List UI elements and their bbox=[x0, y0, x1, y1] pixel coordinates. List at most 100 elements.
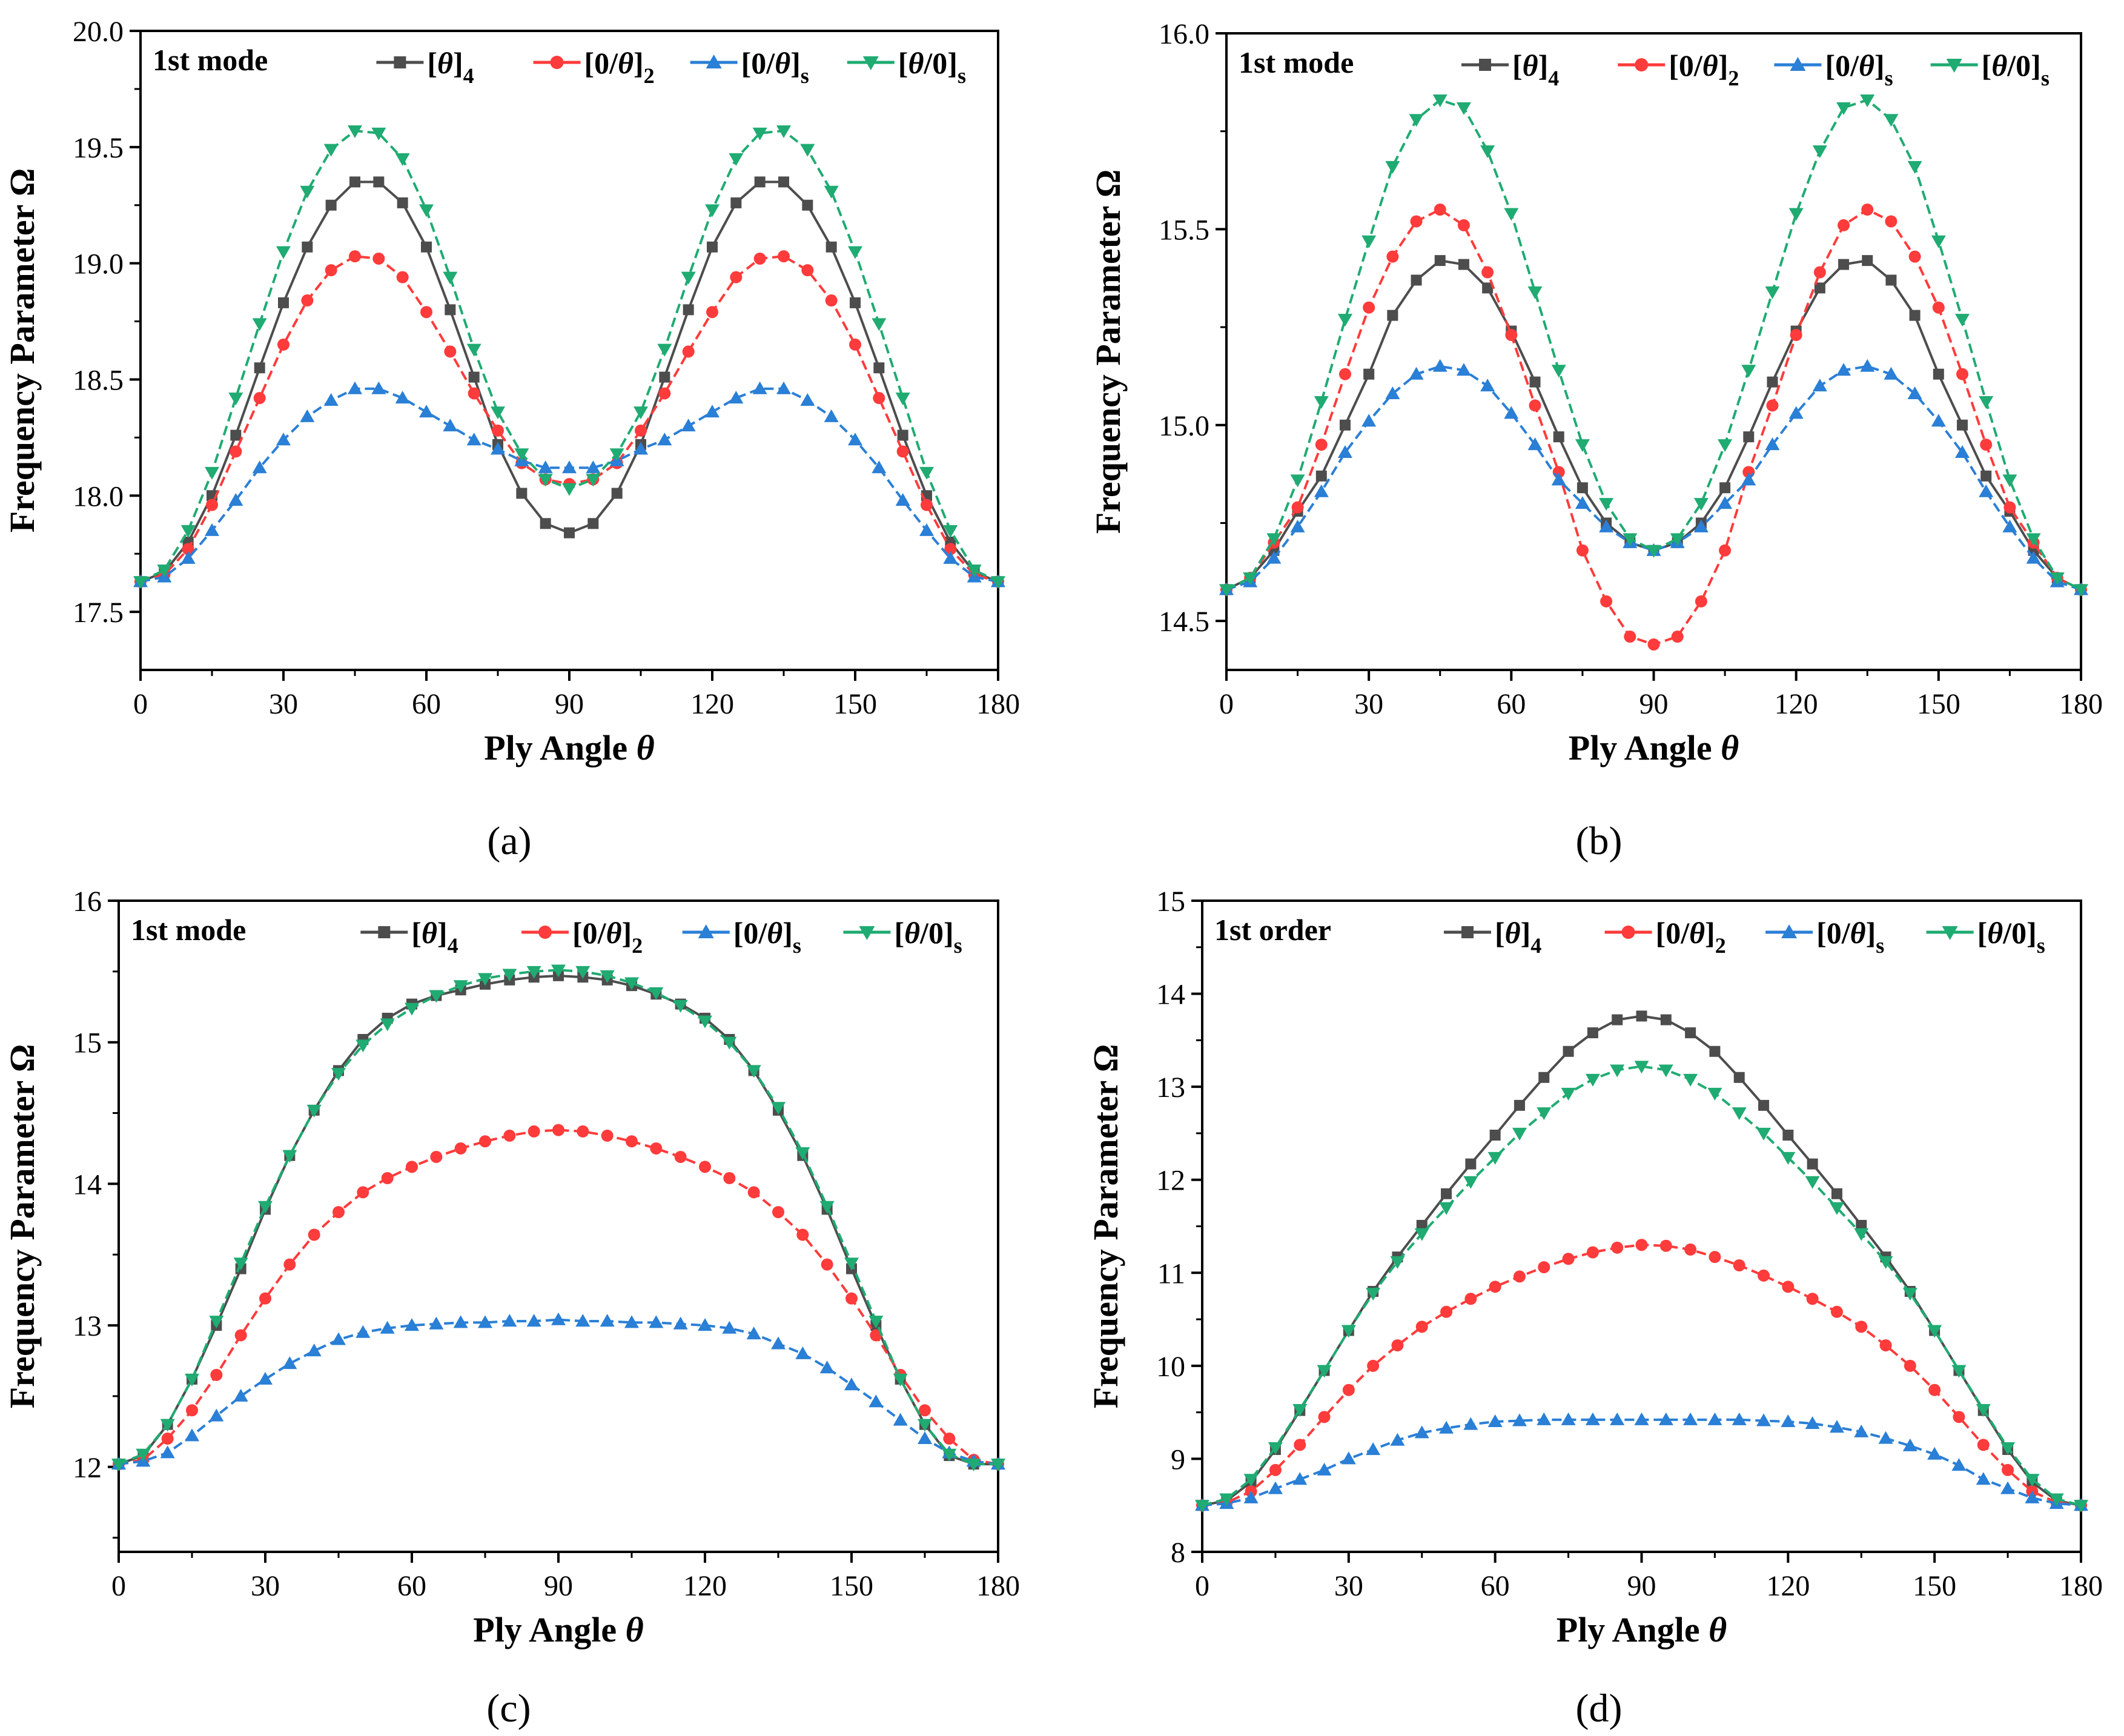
data-point bbox=[1733, 1259, 1745, 1271]
x-axis-title: Ply Angle θ bbox=[473, 1610, 643, 1649]
data-point bbox=[873, 392, 885, 405]
panel-b: 0 30 60 90 120 150 180 14.5 15.0 15.5 16.0 Ply Angl… bbox=[1088, 18, 2103, 863]
data-point bbox=[1367, 1359, 1380, 1372]
x-axis-title: Ply Angle θ bbox=[484, 728, 654, 767]
data-point bbox=[1856, 1219, 1867, 1231]
data-point bbox=[1553, 431, 1564, 443]
data-point bbox=[796, 1228, 809, 1241]
data-point bbox=[1612, 1014, 1623, 1025]
data-point bbox=[1807, 1158, 1818, 1170]
data-point bbox=[283, 1258, 296, 1271]
data-point bbox=[185, 1373, 199, 1386]
data-point bbox=[1884, 114, 1899, 127]
data-point bbox=[1391, 1339, 1404, 1352]
data-point bbox=[918, 1431, 932, 1445]
x-tick-label: 120 bbox=[683, 1570, 727, 1602]
data-point bbox=[921, 499, 933, 511]
data-point bbox=[1758, 1269, 1770, 1282]
data-point bbox=[706, 306, 718, 319]
data-point bbox=[1294, 1439, 1306, 1451]
legend-marker bbox=[550, 56, 564, 69]
data-point bbox=[1505, 329, 1518, 342]
data-point bbox=[1268, 1442, 1283, 1455]
data-point bbox=[443, 271, 458, 285]
legend-marker bbox=[862, 56, 879, 70]
data-point bbox=[824, 409, 839, 422]
data-point bbox=[1457, 219, 1470, 231]
data-point bbox=[282, 1150, 297, 1163]
data-point bbox=[1563, 1045, 1574, 1057]
data-point bbox=[538, 460, 553, 474]
data-point bbox=[776, 125, 791, 138]
data-point bbox=[825, 241, 837, 253]
data-point bbox=[2025, 1474, 2040, 1487]
data-point bbox=[405, 1318, 419, 1331]
data-point bbox=[1707, 1412, 1722, 1425]
x-tick-label: 0 bbox=[133, 688, 148, 720]
data-point bbox=[872, 318, 887, 331]
data-point bbox=[1409, 366, 1424, 380]
data-point bbox=[1458, 259, 1469, 270]
data-point bbox=[540, 518, 551, 529]
panel-caption: (a) bbox=[487, 819, 531, 863]
data-point bbox=[771, 1336, 786, 1350]
data-point bbox=[1243, 1490, 1259, 1503]
data-point bbox=[186, 1404, 198, 1417]
data-point bbox=[746, 1327, 761, 1340]
data-point bbox=[136, 1448, 151, 1462]
data-point bbox=[1838, 219, 1850, 231]
data-point bbox=[528, 1125, 540, 1138]
data-point bbox=[1976, 1404, 1991, 1417]
data-point bbox=[1707, 1087, 1722, 1101]
data-point bbox=[468, 371, 480, 383]
data-point bbox=[1585, 1412, 1600, 1425]
data-point bbox=[1529, 399, 1541, 412]
data-point bbox=[776, 381, 791, 394]
data-point bbox=[1339, 419, 1351, 431]
mode-annotation: 1st mode bbox=[153, 43, 268, 77]
data-point bbox=[601, 1129, 614, 1142]
mode-annotation: 1st mode bbox=[131, 913, 246, 947]
data-point bbox=[1599, 519, 1614, 532]
mode-annotation: 1st order bbox=[1214, 913, 1331, 947]
y-tick-label: 14 bbox=[73, 1168, 102, 1201]
legend-label: [0/θ]s bbox=[733, 916, 801, 958]
data-point bbox=[729, 391, 744, 404]
data-point bbox=[325, 199, 337, 211]
data-point bbox=[893, 1373, 908, 1386]
y-tick-label: 16 bbox=[73, 886, 102, 918]
legend-marker bbox=[394, 56, 406, 68]
data-point bbox=[795, 1147, 810, 1160]
data-point bbox=[1434, 204, 1446, 216]
data-point bbox=[943, 551, 958, 564]
data-point bbox=[1931, 235, 1946, 248]
legend-marker bbox=[859, 926, 875, 940]
data-point bbox=[1290, 519, 1305, 532]
data-point bbox=[1670, 533, 1685, 546]
data-point bbox=[943, 525, 958, 538]
data-point bbox=[230, 429, 242, 441]
data-point bbox=[1512, 1127, 1527, 1141]
data-point bbox=[1902, 1438, 1917, 1451]
data-point bbox=[1410, 215, 1423, 228]
data-point bbox=[1465, 1158, 1477, 1170]
data-point bbox=[1416, 1219, 1428, 1231]
legend-label: [0/θ]s bbox=[741, 46, 809, 88]
data-point bbox=[1366, 1288, 1381, 1301]
data-point bbox=[844, 1257, 859, 1271]
y-tick-label: 16.0 bbox=[1159, 18, 1209, 50]
data-point bbox=[586, 474, 601, 487]
data-point bbox=[659, 371, 670, 383]
data-point bbox=[1933, 368, 1944, 380]
data-point bbox=[300, 185, 315, 199]
data-point bbox=[673, 999, 688, 1013]
data-point bbox=[1562, 1253, 1575, 1265]
x-tick-label: 30 bbox=[1354, 688, 1383, 720]
data-point bbox=[1361, 414, 1377, 427]
x-tick-label: 90 bbox=[1639, 688, 1669, 720]
x-tick-label: 30 bbox=[251, 1570, 280, 1602]
y-tick-label: 15.5 bbox=[1159, 214, 1209, 246]
x-tick-label: 180 bbox=[2059, 688, 2103, 720]
data-point bbox=[1291, 501, 1304, 514]
data-point bbox=[253, 392, 266, 405]
